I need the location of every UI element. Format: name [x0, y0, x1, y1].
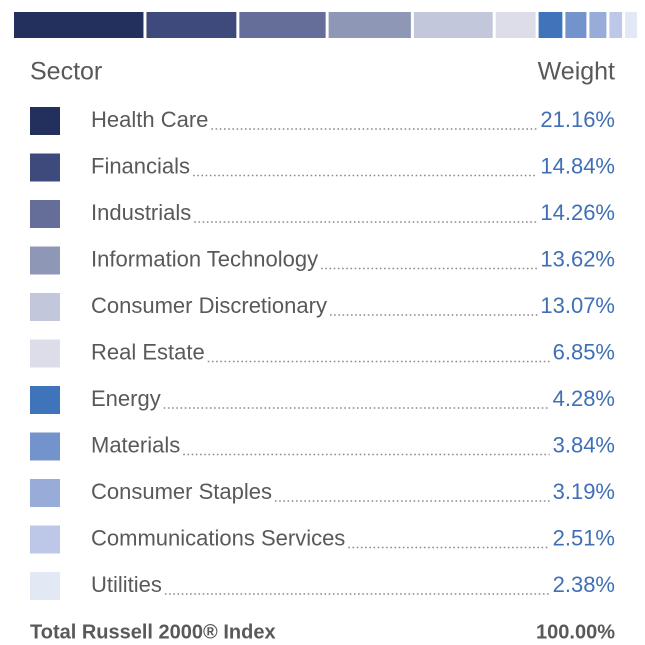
bar-segment — [589, 12, 607, 38]
bar-segment — [609, 12, 623, 38]
weight-value: 14.26% — [540, 200, 615, 225]
legend-swatch — [30, 572, 60, 600]
sector-label: Utilities — [91, 572, 162, 597]
legend-swatch — [30, 153, 60, 182]
weight-value: 13.62% — [540, 246, 615, 271]
bar-segment — [413, 12, 493, 38]
bar-segment — [239, 12, 326, 38]
legend-swatch — [30, 432, 60, 461]
sector-label: Communications Services — [91, 525, 345, 550]
header-sector: Sector — [30, 58, 102, 86]
weight-value: 2.38% — [553, 572, 615, 597]
weight-value: 13.07% — [540, 293, 615, 318]
sector-label: Industrials — [91, 200, 191, 225]
legend-swatch — [30, 293, 60, 321]
sector-label: Energy — [91, 386, 161, 411]
weight-value: 6.85% — [553, 339, 615, 364]
legend-swatch — [30, 525, 60, 554]
sector-label: Consumer Discretionary — [91, 293, 327, 318]
legend-swatch — [30, 339, 60, 368]
weight-value: 21.16% — [540, 107, 615, 132]
weight-value: 4.28% — [553, 386, 615, 411]
bar-segment — [146, 12, 237, 38]
legend-swatch — [30, 200, 60, 228]
legend-swatch — [30, 246, 60, 275]
sector-label: Health Care — [91, 107, 208, 132]
bar-segment — [538, 12, 563, 38]
bar-segment — [495, 12, 536, 38]
weight-value: 2.51% — [553, 525, 615, 550]
sector-label: Materials — [91, 432, 180, 457]
sector-label: Financials — [91, 153, 190, 178]
legend-swatch — [30, 479, 60, 507]
bar-segment — [565, 12, 587, 38]
total-label: Total Russell 2000® Index — [30, 621, 276, 643]
total-value: 100.00% — [536, 621, 615, 643]
weight-value: 3.84% — [553, 432, 615, 457]
header-weight: Weight — [538, 58, 615, 86]
bar-segment — [625, 12, 637, 38]
weight-value: 3.19% — [553, 479, 615, 504]
weight-value: 14.84% — [540, 153, 615, 178]
bar-segment — [14, 12, 144, 38]
bar-segment — [328, 12, 411, 38]
sector-label: Information Technology — [91, 246, 318, 271]
legend-swatch — [30, 386, 60, 414]
sector-label: Consumer Staples — [91, 479, 272, 504]
sector-label: Real Estate — [91, 339, 205, 364]
legend-swatch — [30, 107, 60, 135]
